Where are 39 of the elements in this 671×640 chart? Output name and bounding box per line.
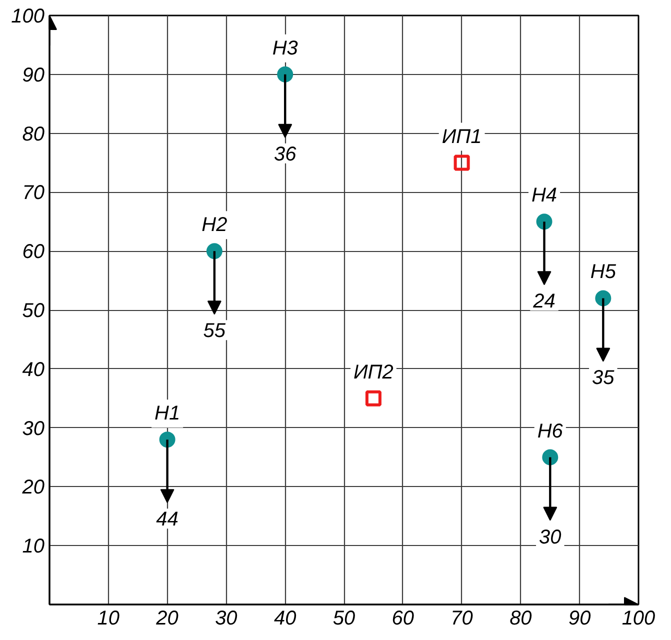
x-tick-label: 90 [568, 608, 591, 630]
annotation: Н5 [590, 261, 617, 284]
annotation: Н3 [272, 37, 298, 60]
annotation: 44 [156, 508, 178, 531]
y-tick-label: 20 [21, 476, 45, 499]
annotation: Н1 [154, 402, 180, 425]
x-tick-label: 60 [392, 608, 414, 630]
x-tick-label: 100 [622, 608, 656, 630]
x-tick-label: 10 [97, 608, 120, 630]
y-tick-label: 40 [22, 358, 45, 381]
annotation: ИП2 [353, 361, 394, 384]
x-tick-label: 80 [510, 608, 532, 630]
annotation: Н2 [202, 214, 228, 236]
point [277, 66, 294, 82]
y-tick-label: 80 [22, 123, 45, 146]
annotation: 36 [274, 143, 298, 166]
annotation: 30 [539, 526, 562, 548]
x-tick-label: 30 [215, 608, 238, 630]
y-tick-label: 90 [22, 64, 45, 86]
y-tick-label: 10 [22, 536, 45, 558]
point [365, 390, 382, 406]
annotation: 35 [592, 367, 616, 390]
x-tick-label: 40 [274, 608, 296, 630]
annotation: 55 [203, 320, 226, 342]
y-tick-label: 70 [22, 182, 45, 204]
annotation: ИП1 [442, 126, 482, 148]
point [542, 449, 558, 466]
point [454, 154, 470, 171]
annotation: Н6 [537, 420, 564, 442]
point [206, 243, 222, 260]
y-tick-label: 60 [22, 241, 45, 264]
annotation: Н4 [531, 184, 558, 207]
x-tick-label: 70 [450, 608, 473, 630]
y-tick-label: 30 [22, 418, 45, 440]
y-tick-label: 50 [22, 300, 45, 322]
y-tick-label: 100 [11, 6, 45, 28]
x-tick-label: 20 [155, 608, 178, 630]
annotation: 24 [532, 290, 556, 313]
x-tick-label: 50 [332, 608, 356, 630]
